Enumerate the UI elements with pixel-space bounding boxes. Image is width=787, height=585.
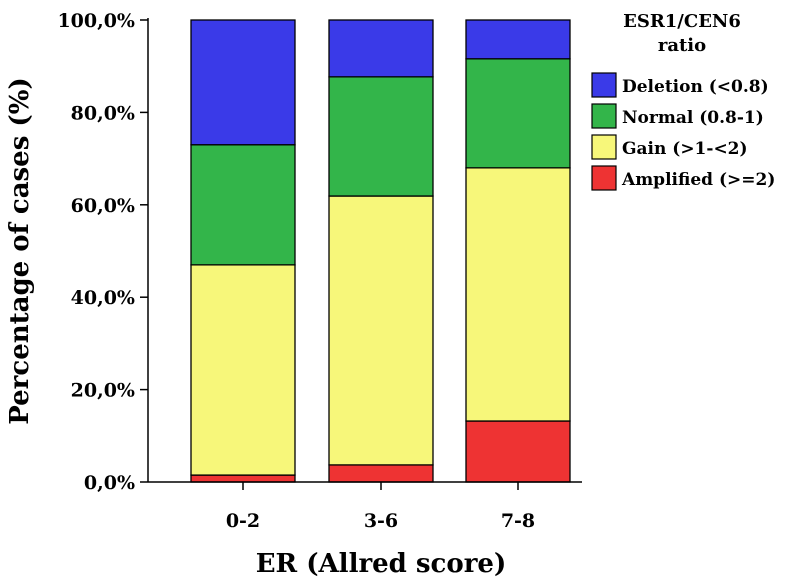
y-tick-label: 0,0% (84, 472, 135, 494)
y-axis-title: Percentage of cases (%) (5, 77, 35, 424)
bar-segment-amplified-7-8 (465, 420, 571, 483)
bar-segment-deletion-7-8 (465, 19, 571, 60)
y-tick-label: 40,0% (71, 287, 135, 309)
legend-label: Amplified (>=2) (621, 170, 775, 190)
bar-segment-normal-0-2 (190, 144, 296, 266)
bar-segment-gain-3-6 (328, 195, 434, 466)
bar-segment-normal-7-8 (465, 58, 571, 169)
bar-group (190, 19, 571, 483)
y-tick-label: 100,0% (57, 10, 135, 32)
legend-swatch (591, 103, 617, 129)
bar-segment-amplified-3-6 (328, 464, 434, 483)
y-tick-label: 20,0% (71, 380, 135, 402)
legend-title: ESR1/CEN6 (623, 11, 741, 32)
x-tick-label: 7-8 (501, 510, 535, 532)
axes: 0,0% 20,0% 40,0% 60,0% 80,0% 100,0% 0-2 3-6 7-8 (57, 10, 582, 532)
x-tick-label: 3-6 (364, 510, 398, 532)
bar-segment-gain-7-8 (465, 167, 571, 422)
bar-segment-deletion-0-2 (190, 19, 296, 146)
legend-label: Normal (0.8-1) (622, 108, 764, 128)
bar-segment-gain-0-2 (190, 264, 296, 476)
x-tick-label: 0-2 (226, 510, 260, 532)
legend: ESR1/CEN6 ratio Deletion (<0.8) Normal (0.8… (591, 11, 775, 191)
x-axis-title: ER (Allred score) (256, 549, 507, 579)
legend-swatch (591, 134, 617, 160)
legend-swatch (591, 72, 617, 98)
y-tick-label: 80,0% (71, 102, 135, 124)
legend-label: Gain (>1-<2) (622, 139, 748, 159)
bar-segment-amplified-0-2 (190, 474, 296, 483)
legend-title: ratio (658, 35, 706, 56)
y-tick-label: 60,0% (71, 195, 135, 217)
bar-segment-normal-3-6 (328, 76, 434, 197)
legend-swatch (591, 165, 617, 191)
bar-segment-deletion-3-6 (328, 19, 434, 78)
legend-label: Deletion (<0.8) (622, 77, 769, 97)
